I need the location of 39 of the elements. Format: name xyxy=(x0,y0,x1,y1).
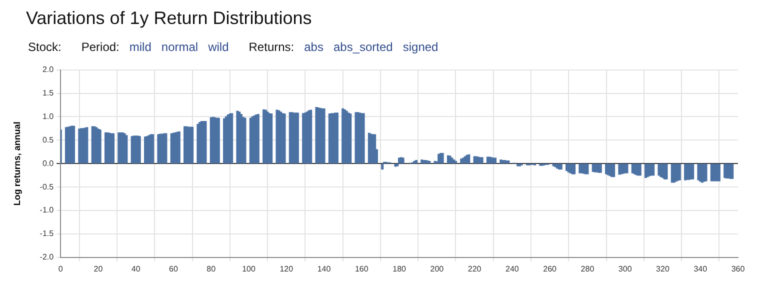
x-tick-label: 260 xyxy=(543,264,558,274)
x-tick-label: 280 xyxy=(580,264,595,274)
text: signed xyxy=(402,39,440,55)
x-tick-label: 120 xyxy=(280,264,294,274)
text: abs_sorted xyxy=(332,39,394,55)
y-tick-label: 2.0 xyxy=(42,65,54,74)
x-tick-label: 140 xyxy=(317,264,332,274)
x-tick-label: 200 xyxy=(430,264,444,274)
y-axis-title: Log returns, annual xyxy=(12,122,22,206)
x-tick-label: 80 xyxy=(206,264,216,274)
y-tick-label: 1.5 xyxy=(42,88,54,98)
text: wild xyxy=(207,39,230,55)
x-tick-label: 20 xyxy=(94,264,104,274)
y-tick-label: -1.5 xyxy=(40,229,54,238)
x-tick-label: 0 xyxy=(58,264,64,274)
y-tick-label: -1.0 xyxy=(40,206,54,215)
x-tick-label: 240 xyxy=(506,264,520,274)
y-tick-label: -2.0 xyxy=(40,252,54,262)
x-tick-label: 60 xyxy=(169,264,178,274)
x-tick-label: 180 xyxy=(392,264,407,274)
chart-title: Variations of 1y Return Distributions xyxy=(26,8,312,29)
x-tick-label: 340 xyxy=(694,264,708,274)
x-tick-label: 360 xyxy=(731,264,746,274)
text: normal xyxy=(160,39,200,55)
text: Period: xyxy=(80,39,120,55)
text: abs xyxy=(303,39,324,55)
x-tick-label: 100 xyxy=(242,264,256,274)
x-tick-label: 40 xyxy=(131,264,141,274)
y-tick-label: 0.5 xyxy=(42,135,54,144)
y-tick-label: 0.0 xyxy=(42,158,54,168)
text: Returns: xyxy=(248,39,296,55)
y-tick-label: 1.0 xyxy=(42,112,54,121)
x-tick-label: 220 xyxy=(468,264,482,274)
text: mild xyxy=(128,39,152,55)
x-tick-label: 300 xyxy=(618,264,632,274)
x-tick-label: 160 xyxy=(354,264,369,274)
x-tick-label: 320 xyxy=(656,264,670,274)
text: Stock: xyxy=(27,39,62,55)
y-tick-label: -0.5 xyxy=(40,182,54,192)
